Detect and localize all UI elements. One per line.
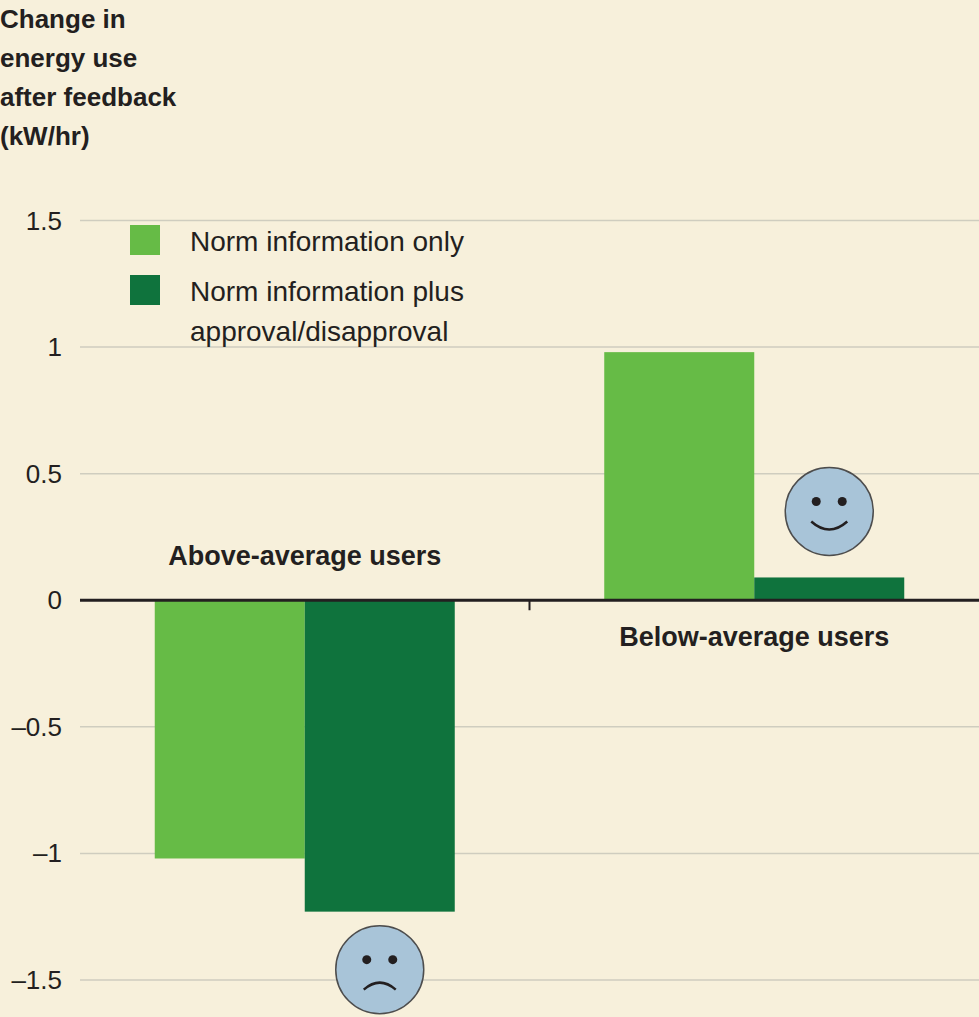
y-tick-label: –1 [33,838,62,868]
legend-label: Norm information only [190,226,464,257]
face [336,926,424,1014]
y-tick-label: –1.5 [11,965,62,995]
eye [838,497,847,506]
y-tick-label: 1 [48,332,62,362]
category-label: Above-average users [168,541,441,571]
mouth [811,521,847,529]
legend-swatch [130,275,160,305]
grid-line [80,220,979,222]
y-axis-title: after feedback [0,82,177,112]
bars [155,352,905,911]
y-axis-title: Change in [0,4,126,34]
legend-label: Norm information plusapproval/disapprova… [190,276,464,347]
frowny-face [336,926,424,1014]
bar [305,600,455,911]
eye [362,955,371,964]
chart: Change in energy use after feedback (kW/hr)… [0,0,979,1017]
y-tick-label: 0.5 [26,459,62,489]
face [785,467,873,555]
y-axis-title: (kW/hr) [0,121,90,151]
legend-swatch [130,225,160,255]
category-label: Below-average users [619,622,889,652]
background [0,0,979,1017]
smiley-face [785,467,873,555]
grid-line [80,979,979,981]
chart-container: Change in energy use after feedback (kW/hr)… [0,0,979,1017]
category-separator [529,600,531,610]
eye [812,497,821,506]
bar [155,600,305,858]
y-tick-label: –0.5 [11,712,62,742]
y-tick-label: 1.5 [26,206,62,236]
bar [604,352,754,600]
eye [388,955,397,964]
mouth [364,983,396,990]
bar [754,577,904,600]
y-tick-label: 0 [48,585,62,615]
y-axis-title: energy use [0,43,137,73]
